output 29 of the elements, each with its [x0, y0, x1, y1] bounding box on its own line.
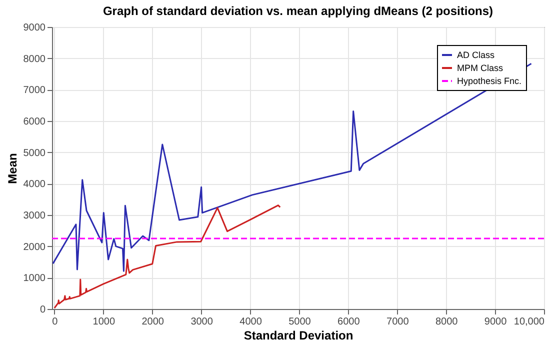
y-tick-label: 9000 — [23, 22, 46, 34]
y-tick-label: 5000 — [23, 148, 46, 159]
x-tick-label: 1000 — [92, 316, 116, 328]
line-series — [52, 62, 532, 272]
y-tick-label: 0 — [40, 304, 46, 316]
y-tick-label: 6000 — [23, 116, 46, 128]
legend-label: MPM Class — [457, 63, 504, 73]
legend-label: AD Class — [457, 50, 496, 60]
legend-label: Hypothesis Fnc. — [457, 76, 522, 86]
x-tick-label: 7000 — [386, 316, 410, 328]
x-tick-label: 6000 — [338, 316, 360, 328]
x-tick-label: 8000 — [435, 316, 458, 328]
x-axis-title: Standard Deviation — [244, 328, 354, 342]
x-tick-label: 10,000 — [514, 316, 545, 328]
y-tick-label: 3000 — [23, 210, 46, 222]
y-tick-label: 4000 — [23, 179, 46, 190]
x-tick-label: 0 — [52, 316, 58, 328]
y-tick-label: 8000 — [23, 54, 46, 65]
x-tick-label: 5000 — [288, 316, 312, 328]
y-tick-label: 2000 — [23, 242, 46, 253]
y-tick-label: 1000 — [23, 273, 46, 284]
y-axis-title: Mean — [5, 153, 20, 184]
x-tick-label: 2000 — [142, 316, 164, 328]
y-tick-label: 7000 — [23, 85, 46, 96]
x-tick-label: 9000 — [484, 316, 508, 328]
x-tick-label: 3000 — [190, 316, 214, 328]
x-tick-label: 4000 — [240, 316, 262, 328]
chart-title: Graph of standard deviation vs. mean applying dMeans (2 positions) — [102, 4, 494, 18]
line-series — [54, 204, 281, 309]
